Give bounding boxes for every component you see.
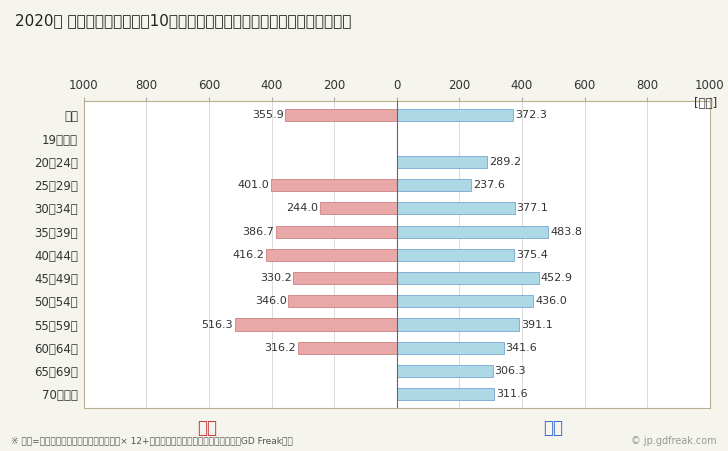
Text: 516.3: 516.3 <box>202 319 233 330</box>
Bar <box>288 295 397 307</box>
Text: 306.3: 306.3 <box>494 366 526 376</box>
Text: 355.9: 355.9 <box>252 110 283 120</box>
Bar <box>397 179 471 191</box>
Text: 416.2: 416.2 <box>233 250 264 260</box>
Bar <box>397 365 493 377</box>
Text: 391.1: 391.1 <box>521 319 553 330</box>
Bar <box>397 202 515 214</box>
Bar <box>272 179 397 191</box>
Bar <box>276 226 397 238</box>
Text: [万円]: [万円] <box>694 97 717 110</box>
Text: 311.6: 311.6 <box>496 389 528 399</box>
Bar <box>397 226 548 238</box>
Text: 346.0: 346.0 <box>255 296 287 306</box>
Text: 2020年 民間企業（従業者数10人以上）フルタイム労働者の男女別平均年収: 2020年 民間企業（従業者数10人以上）フルタイム労働者の男女別平均年収 <box>15 14 351 28</box>
Bar <box>397 156 487 168</box>
Bar <box>397 272 539 284</box>
Bar <box>293 272 397 284</box>
Text: 452.9: 452.9 <box>540 273 572 283</box>
Text: 401.0: 401.0 <box>237 180 269 190</box>
Text: 237.6: 237.6 <box>473 180 505 190</box>
Bar <box>285 110 397 121</box>
Text: 483.8: 483.8 <box>550 226 582 237</box>
Text: 372.3: 372.3 <box>515 110 547 120</box>
Text: 女性: 女性 <box>197 419 218 437</box>
Bar <box>397 388 494 400</box>
Bar <box>397 110 513 121</box>
Text: 男性: 男性 <box>543 419 563 437</box>
Text: © jp.gdfreak.com: © jp.gdfreak.com <box>631 436 717 446</box>
Bar <box>397 295 533 307</box>
Bar <box>320 202 397 214</box>
Text: 316.2: 316.2 <box>264 343 296 353</box>
Bar <box>266 249 397 261</box>
Text: 244.0: 244.0 <box>287 203 319 213</box>
Text: 436.0: 436.0 <box>535 296 567 306</box>
Bar <box>397 318 519 331</box>
Text: 377.1: 377.1 <box>517 203 549 213</box>
Text: 375.4: 375.4 <box>516 250 548 260</box>
Bar <box>235 318 397 331</box>
Bar <box>397 342 504 354</box>
Text: ※ 年収=「きまって支給する現金給与額」× 12+「年間賞与その他特別給与額」としてGD Freak推計: ※ 年収=「きまって支給する現金給与額」× 12+「年間賞与その他特別給与額」と… <box>11 437 293 446</box>
Text: 330.2: 330.2 <box>260 273 291 283</box>
Bar <box>298 342 397 354</box>
Bar <box>397 249 514 261</box>
Text: 341.6: 341.6 <box>505 343 537 353</box>
Text: 386.7: 386.7 <box>242 226 274 237</box>
Text: 289.2: 289.2 <box>489 157 521 167</box>
